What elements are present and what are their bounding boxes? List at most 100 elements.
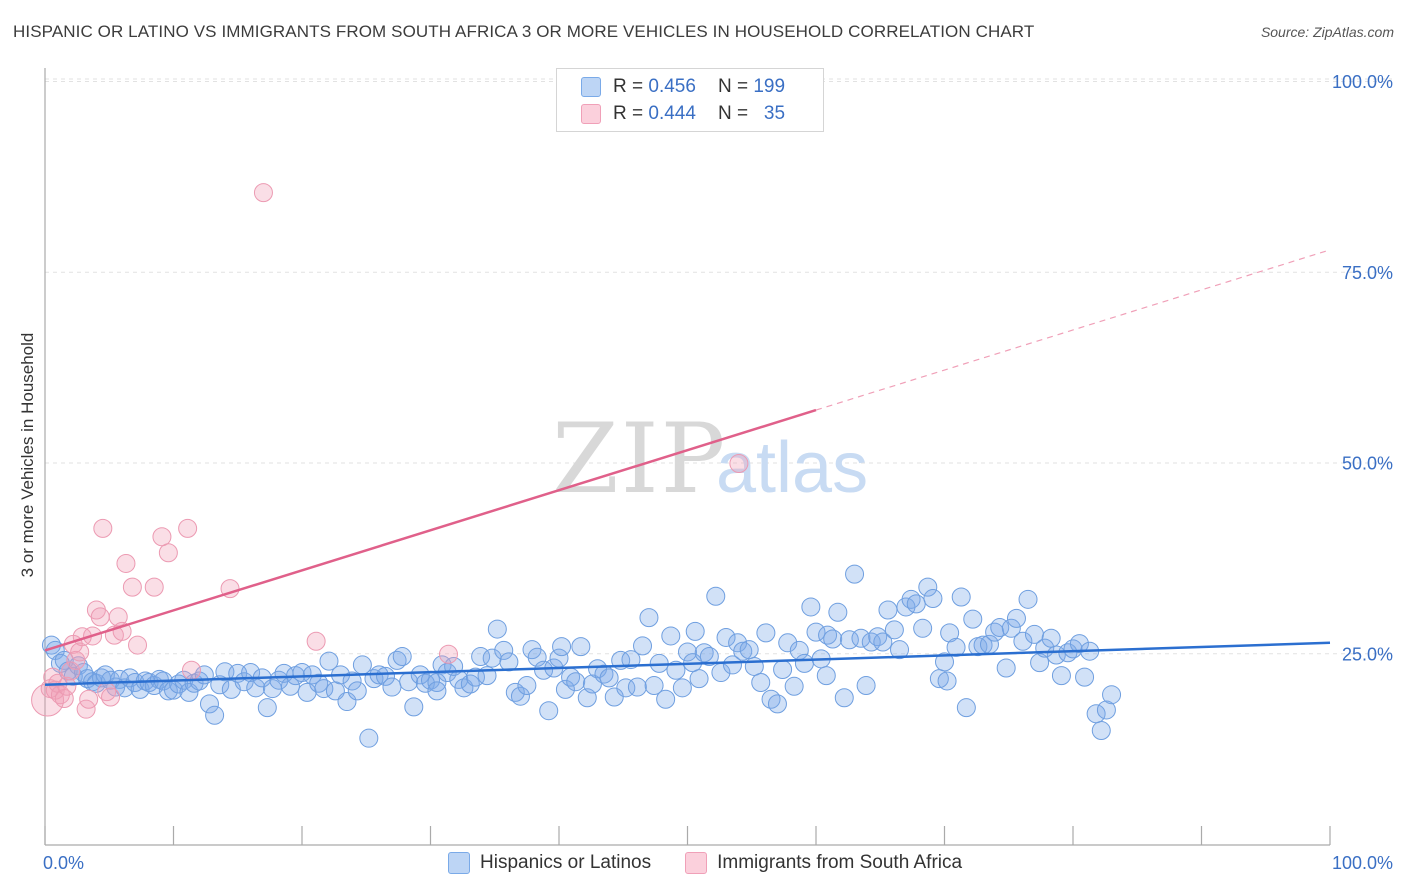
data-point-hispanics xyxy=(951,587,971,607)
data-point-hispanics xyxy=(996,658,1016,678)
data-point-hispanics xyxy=(1102,685,1122,705)
data-point-hispanics xyxy=(376,666,396,686)
data-point-hispanics xyxy=(487,619,507,639)
legend-n-value: 199 xyxy=(753,76,786,97)
series-hispanics-points xyxy=(41,564,1122,748)
data-point-immigrants xyxy=(729,454,749,473)
data-point-hispanics xyxy=(706,586,726,606)
data-point-hispanics xyxy=(427,672,447,692)
data-point-hispanics xyxy=(801,597,821,617)
legend-row-immigrants: R = 0.444 N = 35 xyxy=(581,102,785,126)
data-point-hispanics xyxy=(778,633,798,653)
y-tick-label: 25.0% xyxy=(1342,644,1393,664)
data-point-hispanics xyxy=(621,650,641,670)
data-point-hispanics xyxy=(599,668,619,688)
data-point-hispanics xyxy=(1051,666,1071,686)
data-point-immigrants xyxy=(79,689,99,709)
data-point-hispanics xyxy=(851,628,871,648)
data-point-hispanics xyxy=(784,676,804,696)
data-point-immigrants xyxy=(54,689,74,709)
data-point-hispanics xyxy=(716,627,736,647)
data-point-hispanics xyxy=(54,650,74,670)
data-point-hispanics xyxy=(555,679,575,699)
legend-r-label: R = xyxy=(613,76,644,97)
data-point-hispanics xyxy=(666,660,686,680)
legend-label-hispanics: Hispanics or Latinos xyxy=(480,852,652,873)
data-point-hispanics xyxy=(510,686,530,706)
x-tick-label: 0.0% xyxy=(43,853,84,873)
data-point-hispanics xyxy=(494,640,514,660)
legend-n-value: 35 xyxy=(763,103,786,124)
data-point-hispanics xyxy=(906,594,926,614)
data-point-hispanics xyxy=(427,681,447,701)
data-point-hispanics xyxy=(604,687,624,707)
legend-swatch-blue xyxy=(581,77,601,97)
series-legend: Hispanics or Latinos Immigrants from Sou… xyxy=(448,852,996,874)
legend-item-hispanics: Hispanics or Latinos xyxy=(448,852,651,874)
data-point-hispanics xyxy=(694,643,714,663)
data-point-hispanics xyxy=(499,652,519,672)
data-point-hispanics xyxy=(257,698,277,718)
data-point-hispanics xyxy=(588,659,608,679)
data-point-immigrants xyxy=(61,661,81,681)
data-point-hispanics xyxy=(382,677,402,697)
data-point-immigrants xyxy=(70,642,90,662)
data-point-hispanics xyxy=(963,609,983,629)
data-point-hispanics xyxy=(918,577,938,597)
data-point-hispanics xyxy=(1006,608,1026,628)
data-point-hispanics xyxy=(1069,634,1089,654)
trendline-immigrants-projection xyxy=(815,249,1331,411)
legend-row-hispanics: R = 0.456 N = 199 xyxy=(581,75,785,99)
correlation-legend: R = 0.456 N = 199 R = 0.444 N = 35 xyxy=(556,68,824,132)
data-point-immigrants xyxy=(122,577,142,597)
data-point-hispanics xyxy=(816,666,836,686)
data-point-hispanics xyxy=(794,653,814,673)
legend-r-value: 0.456 xyxy=(648,76,696,97)
source-label: Source: ZipAtlas.com xyxy=(1260,24,1394,40)
data-point-hispanics xyxy=(633,636,653,656)
data-point-hispanics xyxy=(923,589,943,609)
data-point-hispanics xyxy=(337,692,357,712)
data-point-hispanics xyxy=(1018,589,1038,609)
data-point-hispanics xyxy=(806,622,826,642)
data-point-hispanics xyxy=(756,623,776,643)
data-point-hispanics xyxy=(1030,653,1050,673)
data-point-hispanics xyxy=(818,625,838,645)
data-point-hispanics xyxy=(767,694,787,714)
data-point-hispanics xyxy=(1096,700,1116,720)
data-point-hispanics xyxy=(913,618,933,638)
data-point-immigrants xyxy=(128,635,148,655)
data-point-hispanics xyxy=(834,688,854,708)
data-point-hispanics xyxy=(661,626,681,646)
data-point-immigrants xyxy=(181,660,201,680)
data-point-hispanics xyxy=(571,637,591,657)
data-point-immigrants xyxy=(152,527,172,547)
data-point-hispanics xyxy=(1091,721,1111,741)
data-point-hispanics xyxy=(946,637,966,657)
x-tick-label: 100.0% xyxy=(1332,853,1393,873)
data-point-hispanics xyxy=(505,682,525,702)
data-point-hispanics xyxy=(722,655,742,675)
data-point-hispanics xyxy=(1001,618,1021,638)
data-point-immigrants xyxy=(116,553,136,573)
data-point-hispanics xyxy=(517,676,537,696)
data-point-immigrants xyxy=(438,644,458,664)
data-point-hispanics xyxy=(672,678,692,698)
legend-swatch-pink xyxy=(685,852,708,874)
data-point-hispanics xyxy=(828,602,848,622)
data-point-immigrants xyxy=(158,543,178,563)
data-point-hispanics xyxy=(359,728,379,748)
data-point-hispanics xyxy=(205,705,225,725)
watermark-zip: ZIP xyxy=(552,403,727,515)
legend-label-immigrants: Immigrants from South Africa xyxy=(717,852,963,873)
data-point-hispanics xyxy=(935,652,954,672)
data-point-immigrants xyxy=(108,607,128,627)
data-point-hispanics xyxy=(956,698,976,718)
data-point-immigrants xyxy=(144,577,164,597)
trendline-immigrants xyxy=(44,408,817,652)
data-point-hispanics xyxy=(392,647,412,667)
series-immigrants-points xyxy=(31,183,749,719)
data-point-hispanics xyxy=(639,608,659,628)
data-point-hispanics xyxy=(1063,639,1083,659)
legend-item-immigrants: Immigrants from South Africa xyxy=(685,852,962,874)
